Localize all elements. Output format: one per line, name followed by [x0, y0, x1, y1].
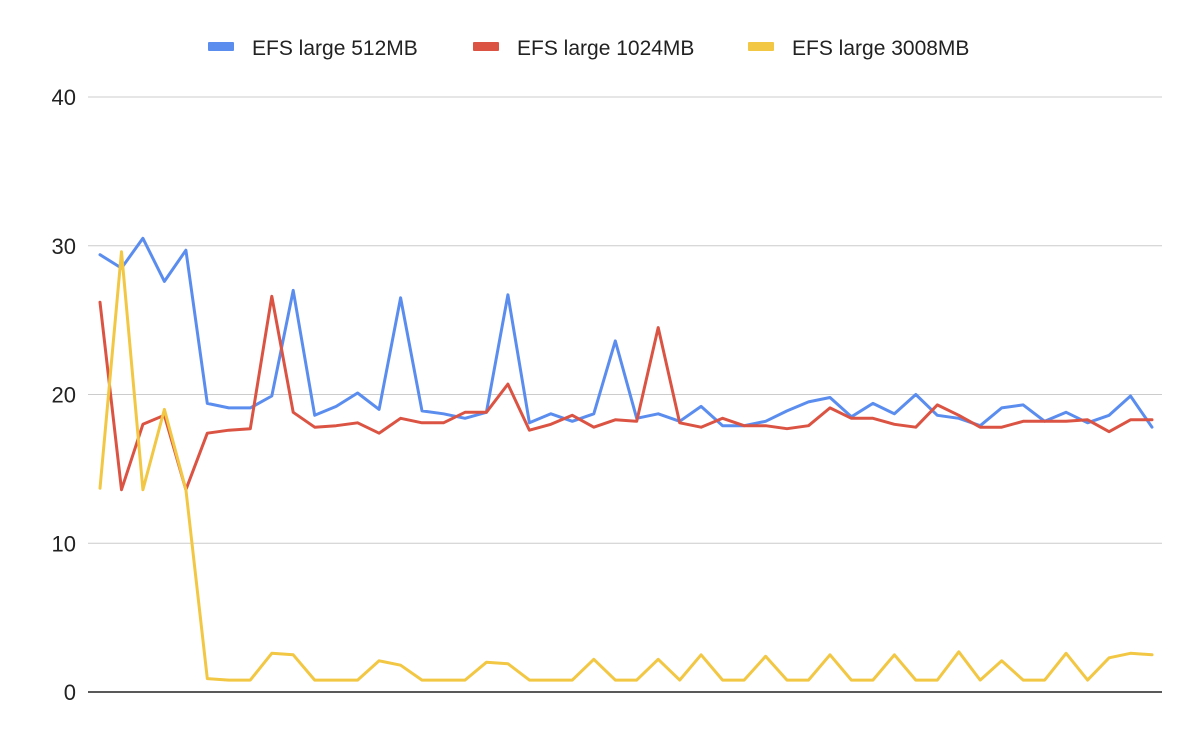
legend-swatch: [748, 42, 774, 51]
legend: EFS large 512MB EFS large 1024MB EFS large…: [208, 37, 969, 60]
y-tick-label: 10: [52, 531, 76, 556]
y-axis-tick-labels: 0 10 20 30 40: [52, 85, 76, 705]
series-line-1: [98, 236, 1154, 429]
grid-lines: [88, 96, 1162, 544]
legend-swatch: [473, 42, 499, 51]
series-line-2: [98, 294, 1154, 492]
y-tick-label: 30: [52, 234, 76, 259]
series-lines: [98, 236, 1154, 682]
legend-label: EFS large 512MB: [252, 37, 418, 60]
y-tick-label: 40: [52, 85, 76, 110]
legend-label: EFS large 3008MB: [792, 37, 969, 60]
y-tick-label: 0: [64, 680, 76, 705]
legend-label: EFS large 1024MB: [517, 37, 694, 60]
legend-swatch: [208, 42, 234, 51]
y-tick-label: 20: [52, 383, 76, 408]
series-line-3: [98, 250, 1154, 682]
